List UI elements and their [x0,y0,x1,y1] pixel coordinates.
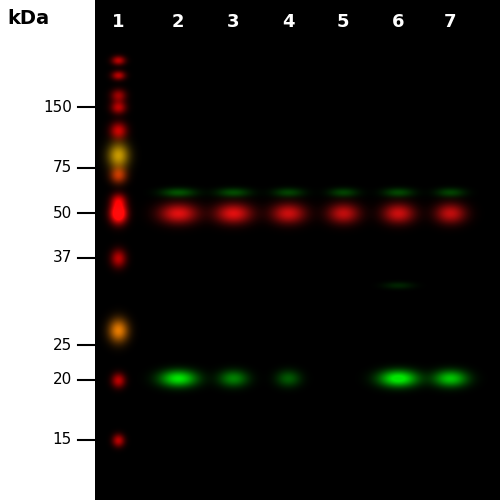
Text: 4: 4 [282,13,294,31]
Text: 15: 15 [53,432,72,448]
Text: 3: 3 [227,13,239,31]
Text: 1: 1 [112,13,124,31]
Text: 75: 75 [53,160,72,176]
Text: 7: 7 [444,13,456,31]
Text: 50: 50 [53,206,72,220]
Text: 2: 2 [172,13,184,31]
Text: 20: 20 [53,372,72,388]
Text: 6: 6 [392,13,404,31]
Text: 5: 5 [337,13,349,31]
Text: 25: 25 [53,338,72,352]
Text: 37: 37 [52,250,72,266]
Text: kDa: kDa [7,8,49,28]
Text: 150: 150 [43,100,72,114]
